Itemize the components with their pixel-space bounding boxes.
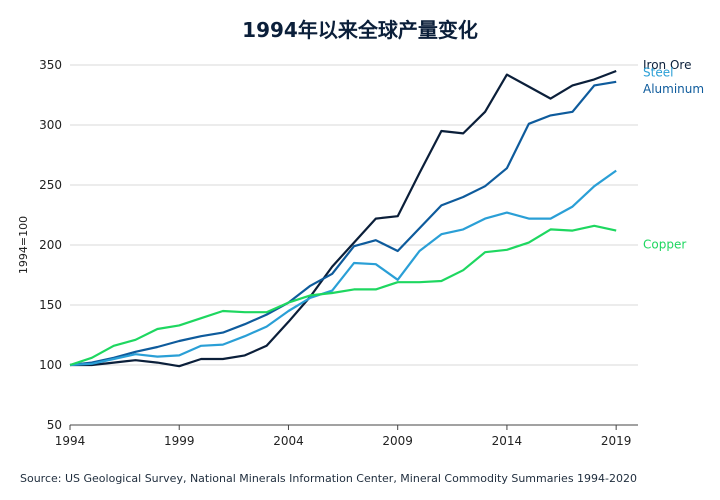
x-tick-label: 2014 <box>492 434 523 448</box>
y-tick-label: 350 <box>39 58 62 72</box>
x-tick-label: 1994 <box>55 434 86 448</box>
x-tick-label: 2009 <box>382 434 413 448</box>
series-line-copper <box>69 224 617 367</box>
series-label-aluminum: Aluminum <box>643 82 704 96</box>
y-tick-label: 100 <box>39 358 62 372</box>
series-label-iron-ore: Iron Ore <box>643 58 691 72</box>
series-line-iron-ore <box>70 69 617 368</box>
y-axis-label: 1994=100 <box>17 216 30 274</box>
x-tick-label: 1999 <box>164 434 195 448</box>
series-label-copper: Copper <box>643 238 686 252</box>
chart-title: 1994年以来全球产量变化 <box>242 18 478 42</box>
series-label-steel: Steel <box>643 66 673 80</box>
series-line-steel <box>69 169 617 367</box>
series-line-aluminum <box>69 80 617 367</box>
x-tick-label: 2019 <box>601 434 632 448</box>
y-tick-label: 250 <box>39 178 62 192</box>
y-tick-label: 150 <box>39 298 62 312</box>
source-note: Source: US Geological Survey, National M… <box>20 472 637 485</box>
x-tick-label: 2004 <box>273 434 304 448</box>
y-tick-label: 50 <box>47 418 62 432</box>
y-tick-label: 200 <box>39 238 62 252</box>
y-tick-label: 300 <box>39 118 62 132</box>
